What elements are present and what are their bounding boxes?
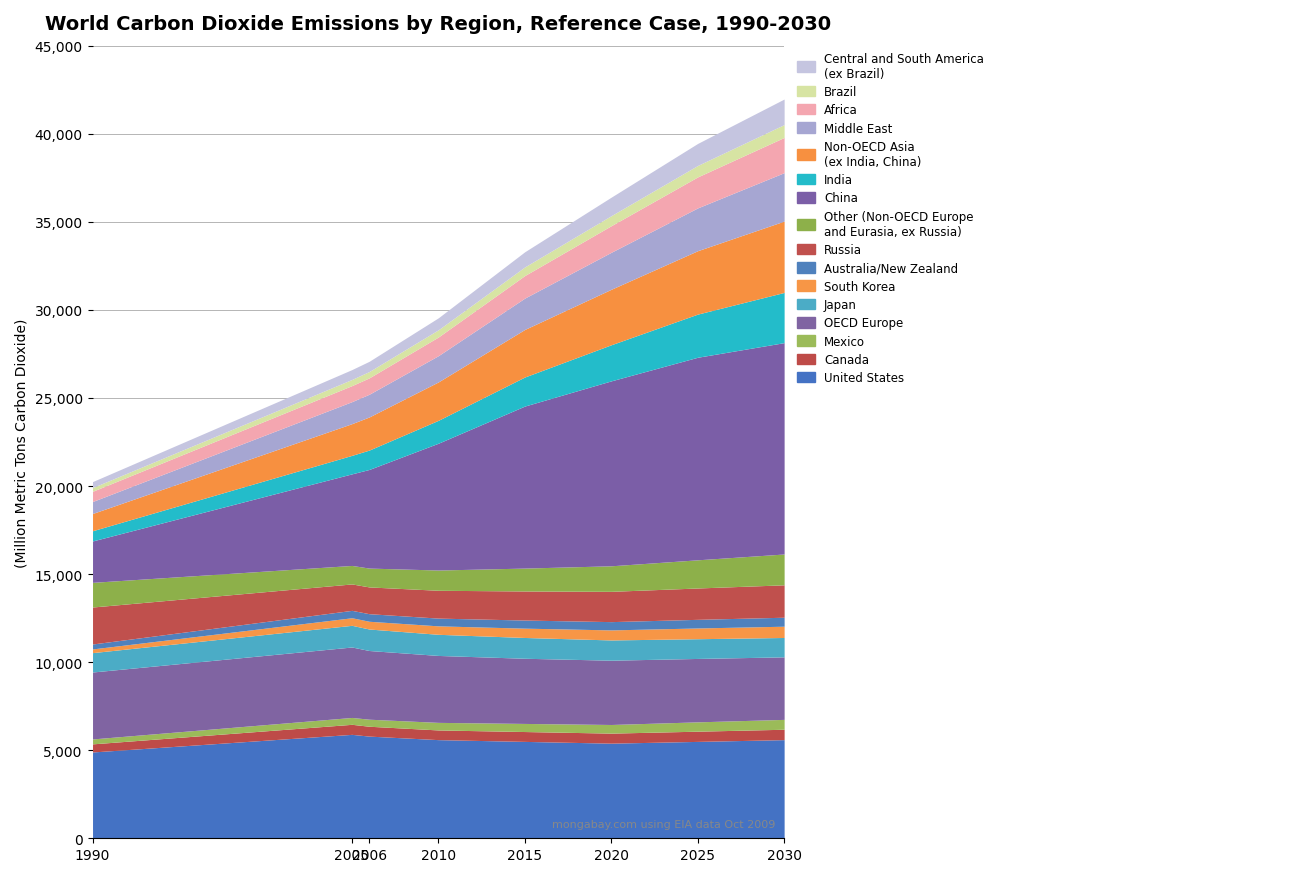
Text: mongabay.com using EIA data Oct 2009: mongabay.com using EIA data Oct 2009 [552, 819, 776, 830]
Legend: Central and South America
(ex Brazil), Brazil, Africa, Middle East, Non-OECD Asi: Central and South America (ex Brazil), B… [796, 53, 984, 385]
Title: World Carbon Dioxide Emissions by Region, Reference Case, 1990-2030: World Carbon Dioxide Emissions by Region… [45, 15, 831, 34]
Y-axis label: (Million Metric Tons Carbon Dioxide): (Million Metric Tons Carbon Dioxide) [16, 318, 28, 567]
